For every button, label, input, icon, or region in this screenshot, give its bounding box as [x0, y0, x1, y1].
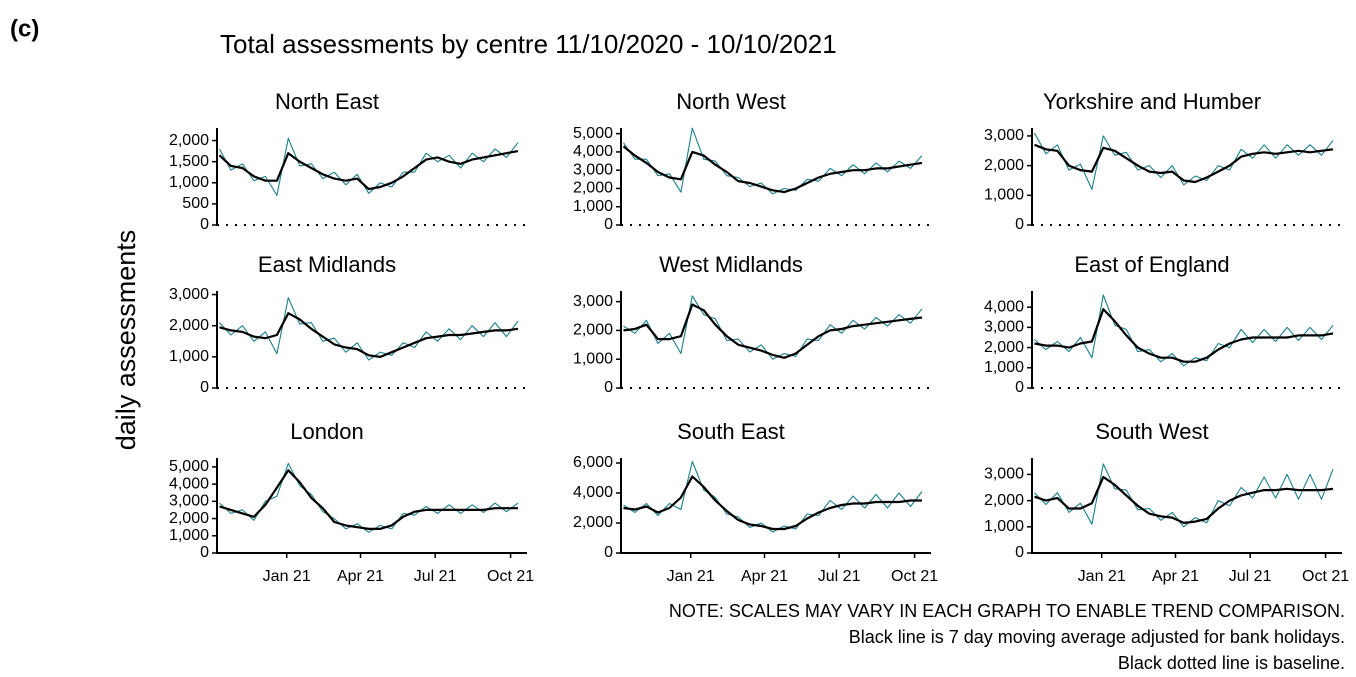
note: Black dotted line is baseline.	[1118, 653, 1345, 673]
y-tick-label: 3,000	[984, 127, 1024, 144]
series-line	[623, 460, 923, 533]
series-line	[623, 127, 923, 195]
y-tick-label: 1,500	[169, 153, 209, 170]
y-tick-label: 1,000	[169, 174, 209, 191]
y-tick-label: 4,000	[169, 475, 209, 492]
series-line	[219, 469, 518, 530]
x-tick-label: Oct 21	[891, 568, 938, 585]
series-line	[219, 462, 519, 533]
y-tick-label: 3,000	[984, 319, 1024, 336]
figure-title: Total assessments by centre 11/10/2020 -…	[220, 29, 837, 59]
x-tick-label: Apr 21	[741, 568, 788, 585]
panel-label: (c)	[10, 15, 39, 42]
y-tick-label: 2,000	[573, 322, 613, 339]
y-tick-label: 0	[200, 216, 209, 233]
x-tick-label: Jul 21	[1229, 568, 1272, 585]
series-line	[218, 150, 519, 191]
series-line	[219, 297, 519, 361]
y-tick-label: 1,000	[169, 348, 209, 365]
y-tick-label: 0	[1015, 544, 1024, 561]
y-tick-label: 5,000	[573, 125, 613, 142]
note: Black line is 7 day moving average adjus…	[849, 627, 1345, 647]
series-line	[219, 137, 519, 196]
panel-title: West Midlands	[659, 252, 803, 277]
x-tick-label: Apr 21	[1152, 568, 1199, 585]
y-tick-label: 3,000	[573, 161, 613, 178]
y-tick-label: 2,000	[169, 317, 209, 334]
panel-title: South East	[677, 419, 785, 444]
series-line	[1034, 463, 1334, 528]
y-tick-label: 1,000	[573, 350, 613, 367]
series-line	[623, 303, 923, 359]
y-tick-label: 3,000	[169, 286, 209, 303]
y-tick-label: 0	[200, 379, 209, 396]
y-tick-label: 1,000	[984, 518, 1024, 535]
y-tick-label: 1,000	[169, 527, 209, 544]
x-tick-label: Oct 21	[487, 568, 534, 585]
y-tick-label: 2,000	[984, 157, 1024, 174]
y-tick-label: 6,000	[573, 454, 613, 471]
y-tick-label: 500	[182, 195, 209, 212]
panel-title: North West	[676, 89, 786, 114]
y-tick-label: 1,000	[984, 359, 1024, 376]
y-tick-label: 0	[604, 216, 613, 233]
x-tick-label: Apr 21	[337, 568, 384, 585]
series-line	[1034, 294, 1334, 367]
x-tick-label: Oct 21	[1302, 568, 1349, 585]
panel-title: East Midlands	[258, 252, 396, 277]
series-line	[623, 475, 922, 531]
series-line	[1034, 143, 1334, 184]
y-tick-label: 2,000	[573, 514, 613, 531]
panel-title: Yorkshire and Humber	[1043, 89, 1261, 114]
series-line	[1034, 308, 1334, 363]
x-tick-label: Jul 21	[818, 568, 861, 585]
y-tick-label: 0	[200, 544, 209, 561]
y-tick-label: 1,000	[573, 198, 613, 215]
y-tick-label: 2,000	[984, 492, 1024, 509]
y-tick-label: 1,000	[984, 187, 1024, 204]
y-tick-label: 4,000	[573, 143, 613, 160]
y-tick-label: 0	[604, 379, 613, 396]
y-tick-label: 2,000	[169, 132, 209, 149]
series-line	[1034, 132, 1334, 190]
x-tick-label: Jan 21	[1078, 568, 1126, 585]
series-line	[622, 145, 923, 194]
y-tick-label: 0	[1015, 379, 1024, 396]
x-tick-label: Jan 21	[263, 568, 311, 585]
y-tick-label: 2,000	[984, 339, 1024, 356]
y-tick-label: 2,000	[573, 180, 613, 197]
panel-title: North East	[275, 89, 379, 114]
x-tick-label: Jul 21	[414, 568, 457, 585]
note: NOTE: SCALES MAY VARY IN EACH GRAPH TO E…	[669, 601, 1345, 621]
y-axis-label: daily assessments	[111, 230, 141, 451]
y-tick-label: 2,000	[169, 510, 209, 527]
panel-title: East of England	[1074, 252, 1229, 277]
y-tick-label: 0	[604, 544, 613, 561]
series-line	[623, 295, 923, 360]
panel-title: South West	[1095, 419, 1208, 444]
y-tick-label: 4,000	[573, 484, 613, 501]
panel-title: London	[290, 419, 363, 444]
y-tick-label: 0	[1015, 216, 1024, 233]
series-line	[1034, 475, 1334, 524]
y-tick-label: 3,000	[169, 493, 209, 510]
y-tick-label: 3,000	[984, 466, 1024, 483]
y-tick-label: 4,000	[984, 298, 1024, 315]
y-tick-label: 3,000	[573, 293, 613, 310]
y-tick-label: 5,000	[169, 458, 209, 475]
x-tick-label: Jan 21	[667, 568, 715, 585]
series-line	[219, 312, 519, 358]
